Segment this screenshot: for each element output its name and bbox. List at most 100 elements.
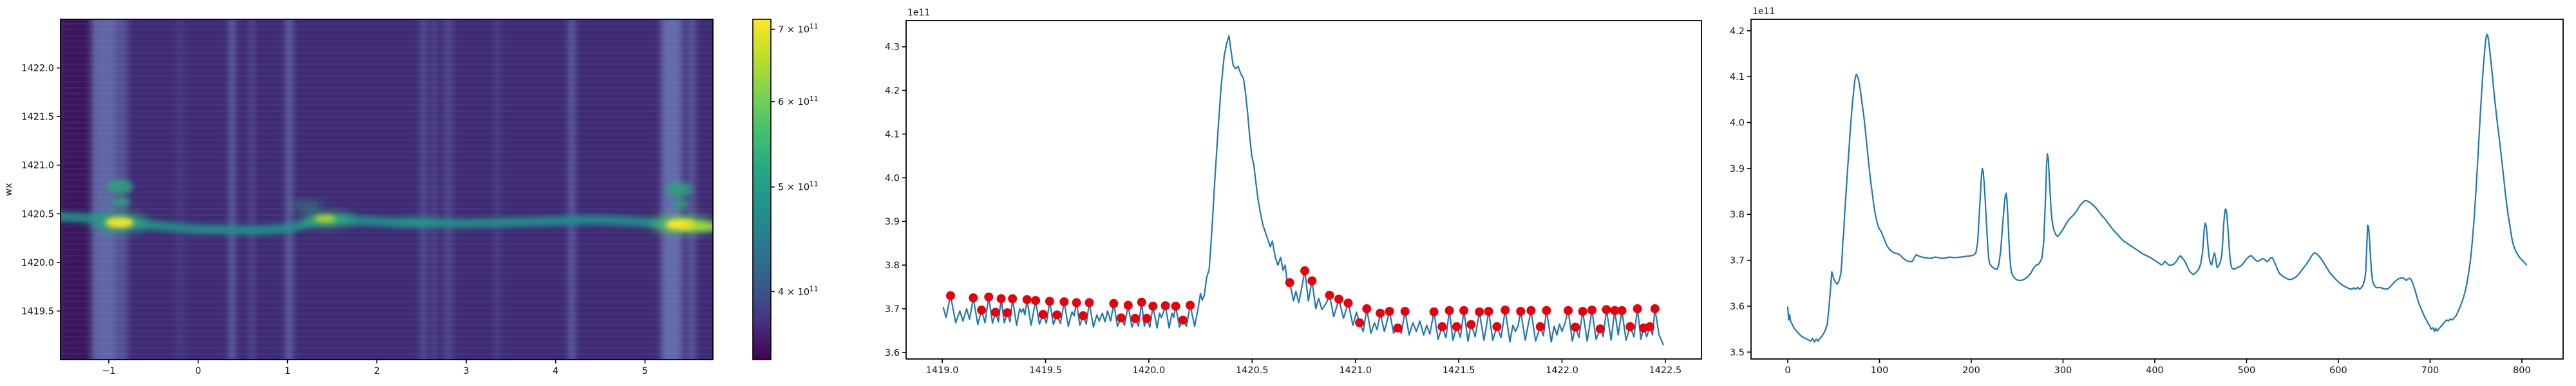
x-tick-label: 1421.5 [1443, 365, 1475, 376]
peak-marker-dot [1045, 297, 1054, 306]
rfi-stripe [431, 19, 437, 360]
y-tick-label: 3.9 [885, 217, 900, 227]
x-tick-label: 1421.0 [1339, 365, 1372, 376]
rfi-stripe [249, 19, 254, 360]
peak-marker-dot [1072, 298, 1081, 308]
x-tick-label: 0 [195, 366, 201, 376]
y-tick-label: 1422.0 [21, 64, 54, 74]
peak-marker-dot [1650, 304, 1660, 313]
emission-blob [394, 217, 440, 226]
x-tick-label: 1420.5 [1236, 365, 1269, 376]
peak-marker-dot [1022, 295, 1032, 304]
peak-marker-dot [1137, 297, 1146, 307]
peak-marker-dot [1142, 313, 1151, 323]
peak-marker-dot [1148, 301, 1158, 311]
peak-marker-dot [1400, 307, 1410, 316]
peak-marker-dot [1325, 290, 1334, 300]
emission-blob [291, 201, 323, 211]
y-tick-label: 3.6 [885, 348, 900, 358]
peak-marker-dot [1526, 306, 1536, 315]
y-tick-label: 3.7 [1730, 256, 1745, 266]
peak-marker-dot [1645, 322, 1654, 331]
peak-marker-dot [977, 306, 987, 315]
rfi-stripe [285, 19, 293, 360]
peak-marker-dot [1393, 323, 1403, 333]
peak-marker-dot [1571, 322, 1580, 332]
peak-marker-dot [1008, 294, 1018, 304]
x-tick-label: 600 [2329, 365, 2347, 376]
peak-marker-dot [969, 293, 978, 302]
x-tick-label: 500 [2238, 365, 2256, 376]
colorbar-tick-label: 6 × 1011 [778, 95, 818, 107]
y-tick-label: 4.2 [885, 86, 900, 96]
peak-marker-dot [1059, 297, 1069, 307]
y-tick-label: 1421.5 [21, 112, 54, 122]
rfi-stripe [494, 19, 502, 360]
peak-marker-dot [1003, 308, 1012, 318]
peak-marker-dot [1437, 322, 1447, 331]
peak-marker-dot [1130, 313, 1140, 323]
peak-marker-dot [1109, 299, 1119, 308]
rfi-stripe [229, 19, 236, 360]
peak-marker-dot [1444, 306, 1454, 315]
y-tick-label: 3.8 [885, 261, 900, 271]
peak-marker-dot [1307, 276, 1317, 286]
right-axis-offset-label: 1e11 [1752, 6, 1775, 17]
x-tick-label: 1420.0 [1133, 365, 1166, 376]
peak-marker-dot [1343, 299, 1353, 308]
peak-marker-dot [1602, 305, 1611, 315]
y-tick-label: 3.9 [1730, 164, 1745, 174]
peak-marker-dot [1452, 322, 1461, 331]
x-tick-label: 1422.5 [1649, 365, 1681, 376]
peak-marker-dot [1587, 306, 1596, 315]
peak-marker-dot [1355, 318, 1365, 327]
y-tick-label: 4.3 [885, 42, 900, 53]
y-tick-label: 4.0 [885, 173, 900, 183]
y-tick-label: 1420.5 [21, 209, 54, 219]
rfi-stripe [421, 19, 426, 360]
y-tick-label: 4.1 [885, 129, 900, 140]
emission-blob [681, 222, 713, 230]
heatmap-y-axis-label: wx [4, 183, 14, 196]
peak-marker-dot [1610, 306, 1620, 315]
x-tick-label: 1419.0 [926, 365, 959, 376]
x-tick-label: 3 [463, 366, 469, 376]
heatmap-panel: wx −1 0 1 2 3 4 5 1419.5 1420.0 1420.5 1421.0 1421.… [4, 19, 714, 376]
middle-line-chart-panel: 1e11 1419.0 1419.5 1420.0 1420.5 1421.0 1421.… [885, 8, 1702, 376]
peak-marker-dot [1466, 320, 1476, 329]
right-line-chart-panel: 1e11 0 100 200 300 400 500 600 700 800 3.5 3.6 3.7 3… [1730, 6, 2564, 376]
peak-marker-dot [1123, 300, 1133, 310]
peak-marker-dot [1116, 313, 1126, 323]
peak-marker-dot [1186, 300, 1195, 310]
y-tick-label: 1419.5 [21, 306, 54, 317]
peak-marker-dot [1475, 307, 1484, 317]
peak-marker-dot [984, 292, 994, 302]
rfi-stripe [568, 19, 576, 360]
peak-marker-dot [1459, 306, 1469, 315]
colorbar-tick-label: 4 × 1011 [778, 285, 818, 297]
y-tick-label: 3.7 [885, 304, 900, 315]
x-tick-label: 4 [553, 366, 558, 376]
x-tick-label: 5 [642, 366, 648, 376]
x-tick-label: −1 [102, 366, 115, 376]
peak-marker-dot [1385, 307, 1394, 316]
x-tick-label: 800 [2513, 365, 2531, 376]
heatmap-row-striping [61, 19, 713, 360]
heatmap-pixels [61, 19, 713, 360]
x-tick-label: 1 [285, 366, 290, 376]
axes-spines [60, 19, 714, 360]
emission-blob [665, 181, 693, 198]
peak-marker-dot [1535, 322, 1545, 331]
peak-marker-dot [1501, 306, 1510, 315]
y-tick-label: 3.8 [1730, 210, 1745, 220]
colorbar-tick-label: 5 × 1011 [778, 181, 818, 193]
y-tick-label: 3.6 [1730, 302, 1745, 312]
y-tick-label: 4.1 [1730, 72, 1745, 82]
peak-marker-dot [1160, 301, 1170, 311]
x-tick-label: 1422.0 [1546, 365, 1578, 376]
peak-marker-dot [1595, 324, 1605, 334]
peak-marker-dot [1052, 310, 1062, 320]
peak-marker-dot [1171, 301, 1180, 311]
